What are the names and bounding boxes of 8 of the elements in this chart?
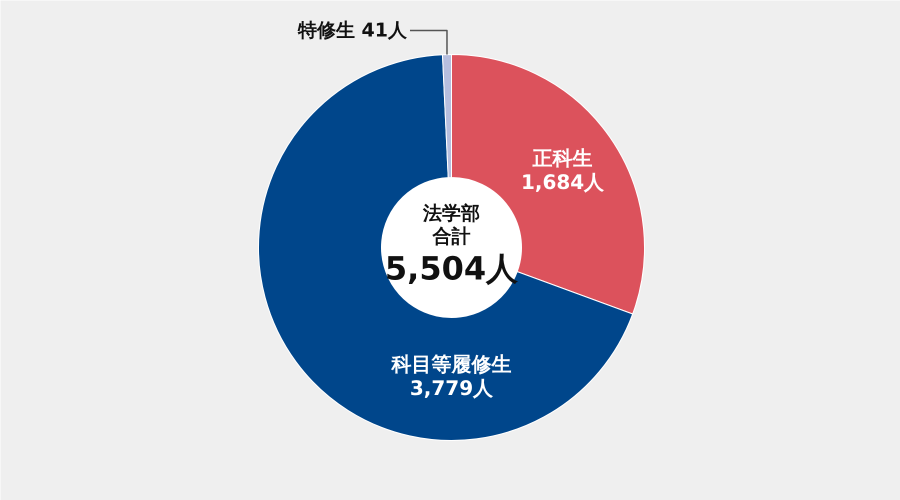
slice-label: 特修生 41人 [296, 20, 408, 42]
data-label: 3,779人 [410, 376, 494, 400]
slice-label: 正科生 [532, 146, 593, 170]
data-label: 1,684人 [520, 170, 606, 194]
text: 合計 [432, 226, 470, 248]
slice-label: 科目等履修生 [390, 352, 512, 376]
text: 法学部 [422, 202, 480, 224]
text: 5,504人 [384, 250, 520, 288]
